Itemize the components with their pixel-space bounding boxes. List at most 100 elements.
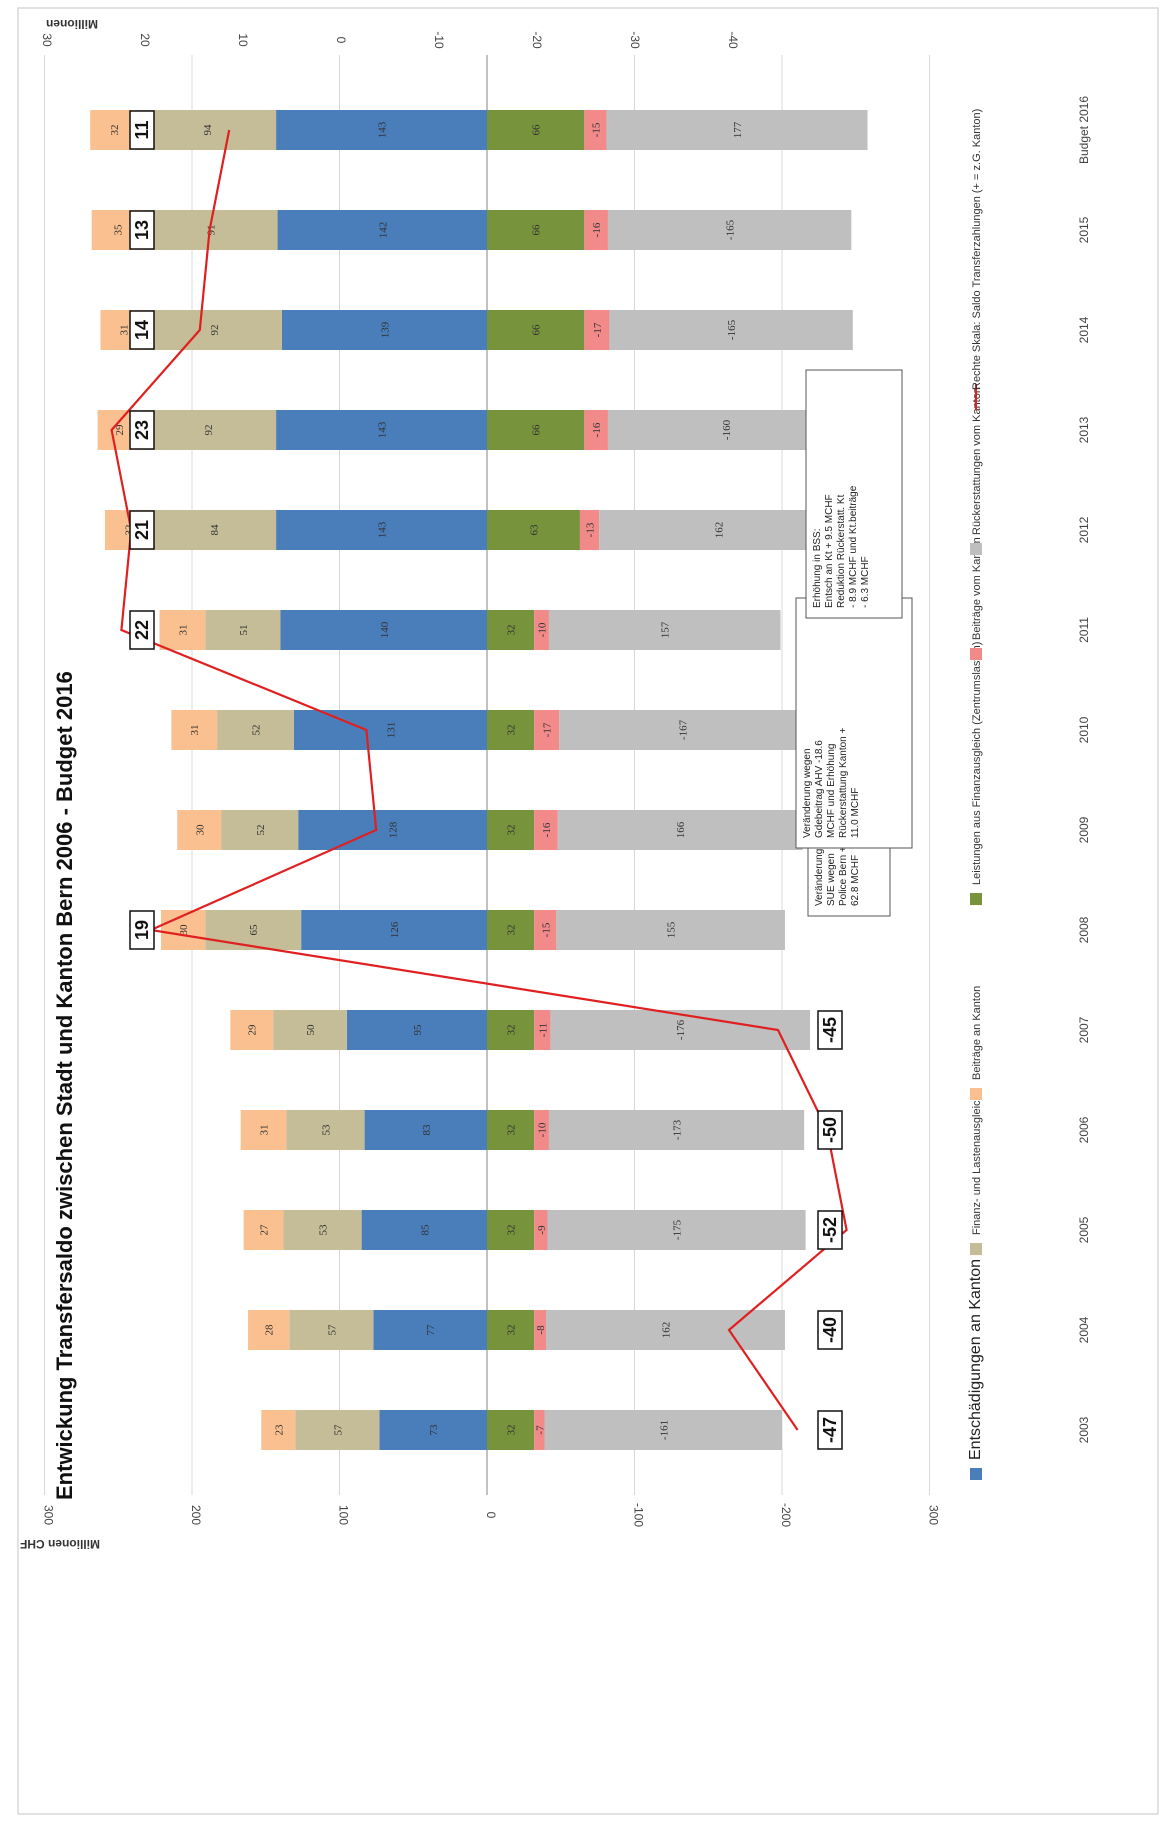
bar-value-label: 143 (377, 421, 389, 438)
bar-segment (607, 410, 844, 450)
legend-swatch (970, 1243, 982, 1255)
bar-segment (221, 810, 299, 850)
bar-value-label: 31 (177, 625, 189, 636)
bar-segment (217, 710, 294, 750)
bar-segment (281, 310, 487, 350)
bar-segment (177, 810, 222, 850)
annotation-box (805, 369, 903, 619)
bar-value-label: -173 (672, 1119, 684, 1140)
bar-value-label: 30 (194, 824, 206, 836)
bar-segment (557, 810, 803, 850)
bar-value-label: -167 (677, 719, 689, 740)
bar-value-label: 29 (247, 1024, 259, 1036)
left-axis-tick-label: -200 (779, 1503, 793, 1527)
bar-segment (379, 1410, 487, 1450)
annotation-line: Gdebeitrag AHV -18.6 (814, 740, 825, 838)
bar-value-label: 30 (178, 924, 190, 936)
bar-value-label: 128 (388, 821, 400, 838)
bar-segment (487, 910, 535, 950)
bar-value-label: 29 (114, 424, 126, 436)
legend-label: Beiträge an Kanton (971, 986, 983, 1080)
bar-value-label: 32 (506, 1425, 518, 1436)
category-label: 2011 (1077, 617, 1091, 643)
bar-value-label: 139 (379, 321, 391, 338)
bar-value-label: 83 (421, 1124, 433, 1136)
legend-label: Leistungen aus Finanzausgleich (Zentrums… (971, 642, 983, 885)
bar-value-label: -11 (537, 1023, 549, 1037)
bar-value-label: 142 (377, 222, 389, 239)
bar-value-label: -15 (540, 922, 552, 937)
bar-value-label: 53 (320, 1124, 332, 1136)
bar-value-label: -175 (672, 1219, 684, 1240)
category-label: 2012 (1077, 516, 1091, 543)
saldo-label: -45 (820, 1017, 840, 1043)
left-axis-tick-label: 0 (484, 1512, 498, 1519)
bar-value-label: 155 (666, 921, 678, 938)
saldo-label: -47 (820, 1417, 840, 1443)
bar-value-label: 65 (248, 924, 260, 936)
bar-segment (146, 310, 282, 350)
bar-segment (230, 1010, 274, 1050)
annotation-line: Veränderung (814, 849, 825, 906)
bar-segment (361, 1210, 487, 1250)
bar-segment (140, 410, 277, 450)
bar-value-label: 32 (506, 725, 518, 736)
legend: Entschädigungen an Kanton Finanz- und Las… (967, 109, 984, 1480)
saldo-label: 21 (132, 520, 152, 540)
saldo-label-box (817, 1410, 843, 1450)
bar-series (90, 110, 868, 1450)
bar-value-label: 32 (506, 1325, 518, 1336)
category-label: 2005 (1077, 1216, 1091, 1243)
right-axis-tick-label: 20 (138, 33, 152, 47)
bar-value-label: 92 (203, 425, 215, 436)
right-axis-tick-label: -10 (432, 31, 446, 49)
bar-segment (487, 310, 585, 350)
bar-segment (544, 1410, 782, 1450)
bar-segment (487, 710, 535, 750)
bar-value-label: 92 (209, 325, 221, 336)
bar-segment (579, 510, 600, 550)
bar-value-label: -160 (721, 419, 733, 440)
right-axis-tick-label: -40 (726, 31, 740, 49)
legend-swatch (970, 1088, 982, 1100)
bar-value-label: 91 (205, 225, 217, 236)
right-axis-tick-label: 0 (334, 37, 348, 44)
bar-segment (534, 1310, 546, 1350)
bar-value-label: -16 (541, 822, 553, 837)
bar-value-label: 57 (326, 1324, 338, 1336)
bar-value-label: 66 (531, 224, 543, 236)
annotation-line: Rückerstattung Kanton + (838, 727, 849, 838)
bar-segment (548, 610, 781, 650)
annotation-line: Veränderung wegen (802, 748, 813, 838)
bar-segment (548, 1110, 805, 1150)
bar-segment (584, 110, 607, 150)
bar-value-label: -13 (585, 522, 597, 537)
saldo-label-box (129, 510, 155, 550)
right-axis-title: Millionen (46, 17, 98, 31)
right-axis-tick-label: -30 (628, 31, 642, 49)
bar-segment (346, 1010, 487, 1050)
legend-label: Finanz- und Lastenausgleich (971, 1094, 983, 1235)
saldo-line (110, 129, 848, 1431)
bar-value-label: 66 (531, 124, 543, 136)
bar-segment (248, 1310, 290, 1350)
bar-value-label: -165 (725, 219, 737, 240)
legend-swatch (970, 1468, 982, 1480)
bar-value-label: 23 (273, 1424, 285, 1436)
bar-value-label: 94 (202, 124, 214, 136)
saldo-label: -50 (820, 1117, 840, 1143)
bar-segment (487, 1110, 535, 1150)
bar-value-label: 66 (531, 324, 543, 336)
bar-segment (240, 1110, 287, 1150)
bar-segment (584, 310, 610, 350)
bar-segment (607, 210, 852, 250)
bar-value-label: -16 (591, 422, 603, 437)
saldo-label: 11 (132, 120, 152, 139)
bar-value-label: 32 (506, 1225, 518, 1236)
saldo-label-box (817, 1010, 843, 1050)
annotation-box (795, 597, 913, 849)
bar-value-label: 52 (255, 825, 267, 836)
bar-value-label: 177 (732, 121, 744, 138)
bar-segment (295, 1410, 380, 1450)
bar-segment (534, 610, 549, 650)
